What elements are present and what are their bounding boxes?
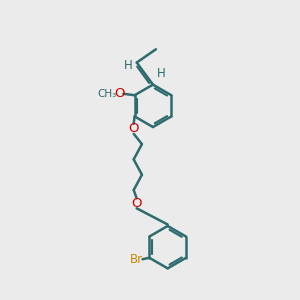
Text: O: O: [128, 122, 139, 135]
Text: Br: Br: [130, 253, 142, 266]
Text: O: O: [114, 87, 124, 100]
Text: H: H: [124, 59, 133, 72]
Text: O: O: [131, 197, 142, 210]
Text: H: H: [157, 67, 166, 80]
Text: CH₃: CH₃: [97, 89, 116, 99]
